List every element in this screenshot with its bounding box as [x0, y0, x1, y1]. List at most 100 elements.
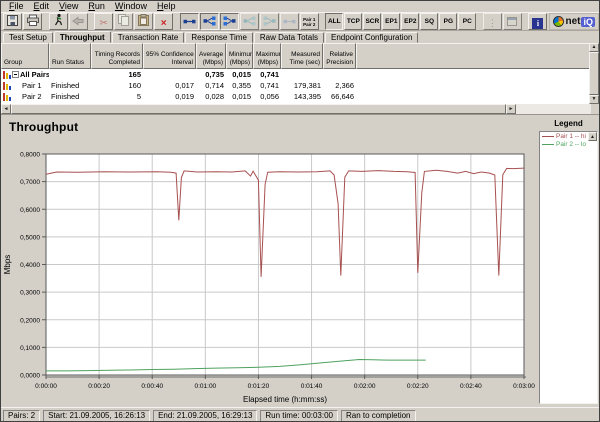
table-vertical-scrollbar[interactable]: ▲ ▼: [589, 43, 599, 104]
delete-icon: ×: [160, 17, 167, 29]
tab-raw-data-totals[interactable]: Raw Data Totals: [253, 32, 325, 43]
run-icon: [52, 13, 64, 31]
cell-min: 0,015: [232, 70, 251, 79]
svg-text:0:03:00: 0:03:00: [513, 383, 535, 390]
vscroll-down-icon[interactable]: ▼: [589, 95, 599, 104]
pair-chart-icon: [3, 81, 11, 90]
ep2-filter-button[interactable]: EP2: [401, 13, 420, 30]
dots-icon: ⋮: [487, 17, 497, 28]
hscroll-right-icon[interactable]: ►: [506, 104, 516, 114]
cell-status: Finished: [51, 92, 80, 101]
status-box-1: Pairs: 2: [3, 409, 41, 421]
print-button[interactable]: [23, 13, 42, 30]
pair-4-icon: [243, 13, 256, 31]
pair-3-button[interactable]: [219, 13, 239, 30]
pg-filter-button[interactable]: PG: [439, 13, 458, 30]
tab-test-setup[interactable]: Test Setup: [3, 32, 53, 43]
cell-max: 0,056: [260, 92, 279, 101]
paste-icon: [138, 13, 150, 31]
column-header-min[interactable]: Minimum (Mbps): [226, 43, 253, 69]
svg-text:0:02:40: 0:02:40: [460, 383, 482, 390]
netiq-logo: net iQ: [549, 13, 599, 30]
tab-transaction-rate[interactable]: Transaction Rate: [111, 32, 185, 43]
pair-selector-icon: Pair 1 Pair 2: [303, 16, 316, 27]
scr-filter-button[interactable]: SCR: [363, 13, 382, 30]
pair-chart-icon: [3, 92, 11, 101]
cell-min: 0,015: [232, 92, 251, 101]
legend-label-2: Pair 2 -- lo: [556, 141, 586, 148]
column-header-filler: [356, 43, 591, 69]
tab-endpoint-configuration[interactable]: Endpoint Configuration: [325, 32, 419, 43]
table-horizontal-scrollbar[interactable]: ◄ ►: [1, 104, 591, 114]
table-row-pair-1[interactable]: Pair 1 Finished 160 0,017 0,714 0,355 0,741 179…: [1, 80, 591, 91]
menu-edit[interactable]: Edit: [33, 1, 50, 11]
help-button[interactable]: i: [528, 13, 548, 31]
legend-item-1[interactable]: Pair 1 -- hi: [540, 132, 597, 140]
tab-response-time[interactable]: Response Time: [185, 32, 253, 43]
table-row-all-pairs[interactable]: All Pairs 165 0,735 0,015 0,741: [1, 69, 591, 80]
all-filter-button[interactable]: ALL: [325, 13, 344, 30]
hscroll-thumb[interactable]: [11, 104, 506, 114]
cell-group: Pair 1: [1, 81, 49, 90]
pair-2-button[interactable]: [199, 13, 219, 30]
netiq-globe-icon: [553, 16, 565, 27]
column-header-prec[interactable]: Relative Precision: [323, 43, 356, 69]
collapse-toggle-icon[interactable]: [12, 71, 19, 78]
menu-help[interactable]: Help: [156, 1, 176, 11]
pc-filter-button[interactable]: PC: [458, 13, 477, 30]
menu-window[interactable]: Window: [114, 1, 147, 11]
svg-text:0,1000: 0,1000: [20, 345, 40, 352]
group-label: All Pairs: [20, 70, 49, 79]
cell-prec: 2,366: [335, 81, 354, 90]
svg-text:0:01:40: 0:01:40: [301, 383, 323, 390]
pair-selector-button[interactable]: Pair 1 Pair 2: [299, 13, 319, 30]
svg-text:0:00:00: 0:00:00: [35, 383, 57, 390]
cell-time: 179,381: [293, 81, 321, 90]
ep1-filter-button[interactable]: EP1: [382, 13, 401, 30]
tab-throughput[interactable]: Throughput: [53, 31, 111, 43]
toolbar: ✂ × Pair 1 Pair 2 ALL TCP SCR EP1 EP2 SQ PG PC ⋮ i net…: [1, 12, 599, 31]
legend-scroll-up-icon[interactable]: ▲: [588, 132, 597, 141]
menu-file[interactable]: File: [9, 1, 24, 11]
table-row-pair-2[interactable]: Pair 2 Finished 5 0,019 0,028 0,015 0,056 143,3…: [1, 91, 591, 102]
legend-label-1: Pair 1 -- hi: [556, 133, 586, 140]
save-button[interactable]: [3, 13, 22, 30]
tcp-filter-button[interactable]: TCP: [344, 13, 363, 30]
sq-filter-button[interactable]: SQ: [420, 13, 439, 30]
cell-prec: 66,646: [331, 92, 354, 101]
column-header-records[interactable]: Timing Records Completed: [91, 43, 143, 69]
run-button[interactable]: [48, 13, 68, 31]
results-table: Group Run Status Timing Records Completed 95…: [1, 43, 599, 104]
tab-bar: Test Setup Throughput Transaction Rate Resp…: [1, 31, 599, 43]
status-bar: Pairs: 2 Start: 21.09.2005, 16:26:13 End: …: [1, 407, 599, 421]
column-header-max[interactable]: Maximum(Mbps): [253, 43, 281, 69]
cell-min: 0,355: [232, 81, 251, 90]
legend-item-2[interactable]: Pair 2 -- lo: [540, 140, 597, 148]
svg-text:0:02:00: 0:02:00: [354, 383, 376, 390]
menu-run[interactable]: Run: [88, 1, 105, 11]
column-header-group[interactable]: Group: [1, 43, 49, 69]
column-header-ci[interactable]: 95% Confidence Interval: [143, 43, 196, 69]
vscroll-up-icon[interactable]: ▲: [589, 43, 599, 52]
column-header-avg[interactable]: Average (Mbps): [196, 43, 226, 69]
help-icon: i: [532, 13, 544, 31]
delete-button[interactable]: ×: [154, 13, 174, 30]
pair-5-icon: [263, 13, 276, 31]
column-header-time[interactable]: Measured Time (sec): [281, 43, 323, 69]
vscroll-thumb[interactable]: [589, 52, 599, 95]
svg-text:0,4000: 0,4000: [20, 262, 40, 269]
cell-status: Finished: [51, 81, 80, 90]
pair-6-icon: [283, 13, 296, 31]
pair-1-button[interactable]: [179, 13, 199, 30]
netiq-logo-net-text: net: [565, 16, 581, 27]
cell-records: 165: [128, 70, 141, 79]
column-header-status[interactable]: Run Status: [49, 43, 91, 69]
hscroll-left-icon[interactable]: ◄: [1, 104, 11, 114]
cut-button[interactable]: ✂: [94, 13, 114, 30]
menu-view[interactable]: View: [59, 1, 79, 11]
cell-max: 0,741: [260, 81, 279, 90]
table-body: All Pairs 165 0,735 0,015 0,741 Pair 1 Finishe…: [1, 69, 591, 102]
svg-text:0,0000: 0,0000: [20, 373, 40, 380]
svg-text:0:01:20: 0:01:20: [248, 383, 270, 390]
